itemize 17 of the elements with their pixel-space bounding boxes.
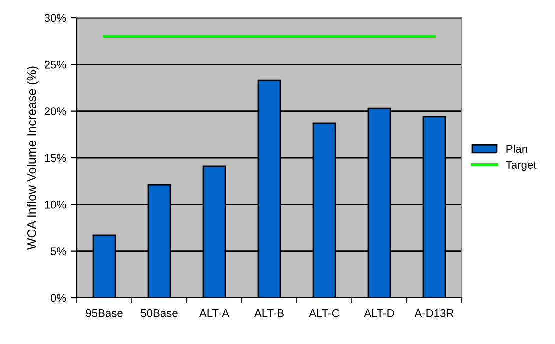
x-tick-label: 50Base xyxy=(141,309,178,318)
y-tick-label: 30% xyxy=(44,14,66,22)
y-tick-label: 20% xyxy=(44,108,66,116)
y-axis-title: WCA Inflow Volume Increase (%) xyxy=(27,66,39,250)
x-tick-label: 95Base xyxy=(86,309,123,318)
y-tick-label: 15% xyxy=(45,154,66,162)
y-tick-label: 25% xyxy=(44,60,66,69)
x-tick-label: ALT-D xyxy=(364,310,394,318)
y-tick-label: 5% xyxy=(50,248,66,256)
y-tick-label: 10% xyxy=(45,200,66,209)
y-tick-label: 0% xyxy=(50,294,66,302)
x-tick-label: ALT-A xyxy=(199,310,230,318)
legend-label: Plan xyxy=(506,144,528,154)
legend-label: Target xyxy=(506,161,537,172)
x-tick-label: ALT-B xyxy=(254,310,284,318)
x-tick-label: ALT-C xyxy=(309,309,340,318)
x-tick-label: A-D13R xyxy=(414,309,454,318)
